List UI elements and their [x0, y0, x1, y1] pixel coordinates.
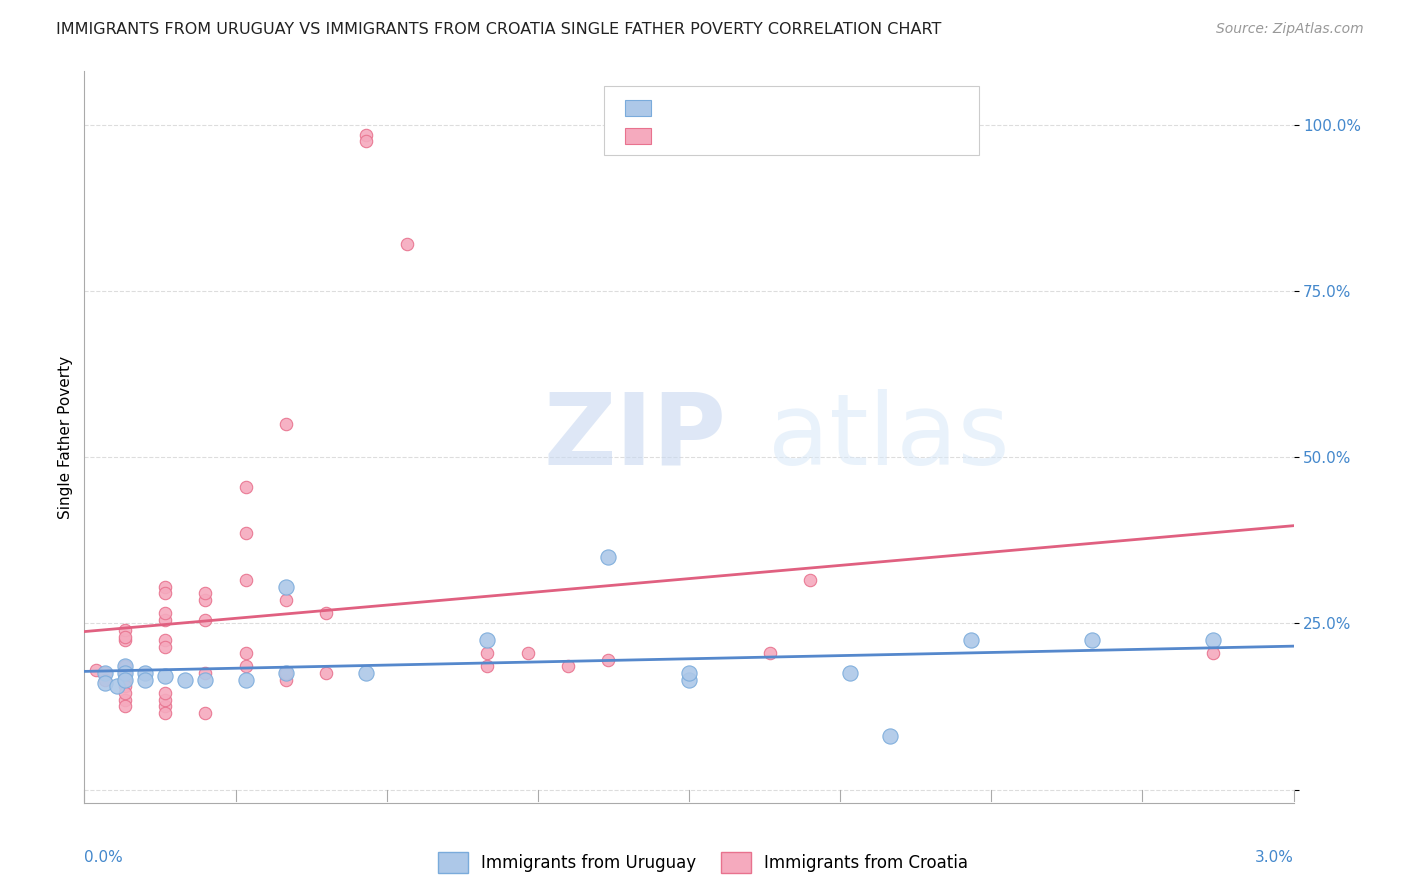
Point — [153, 640, 176, 654]
Point — [153, 692, 176, 706]
Point — [477, 632, 499, 647]
Point — [114, 666, 136, 681]
Text: N =: N = — [780, 127, 832, 145]
Point — [274, 417, 297, 431]
Text: 48: 48 — [848, 127, 873, 145]
Point — [114, 673, 136, 687]
Text: 3.0%: 3.0% — [1254, 850, 1294, 865]
Text: IMMIGRANTS FROM URUGUAY VS IMMIGRANTS FROM CROATIA SINGLE FATHER POVERTY CORRELA: IMMIGRANTS FROM URUGUAY VS IMMIGRANTS FR… — [56, 22, 942, 37]
Point — [799, 573, 821, 587]
Point — [153, 613, 176, 627]
Point — [114, 686, 136, 700]
Point — [194, 593, 217, 607]
Point — [1202, 632, 1225, 647]
Point — [356, 666, 378, 681]
Point — [395, 237, 418, 252]
Point — [235, 526, 257, 541]
Point — [114, 666, 136, 681]
Point — [194, 586, 217, 600]
Point — [153, 699, 176, 714]
Point — [235, 659, 257, 673]
Point — [235, 646, 257, 660]
Point — [134, 666, 156, 681]
Point — [274, 673, 297, 687]
Point — [274, 593, 297, 607]
Point — [114, 680, 136, 694]
Point — [194, 666, 217, 681]
Point — [93, 666, 115, 681]
Point — [274, 580, 297, 594]
Point — [86, 663, 108, 677]
Text: 0.264: 0.264 — [717, 127, 773, 145]
Point — [93, 676, 115, 690]
Point — [105, 680, 128, 694]
FancyBboxPatch shape — [605, 86, 979, 155]
Point — [678, 666, 700, 681]
Point — [1202, 646, 1225, 660]
Text: 12: 12 — [848, 99, 872, 117]
Point — [477, 646, 499, 660]
Text: N =: N = — [780, 99, 832, 117]
FancyBboxPatch shape — [624, 100, 651, 116]
Legend: Immigrants from Uruguay, Immigrants from Croatia: Immigrants from Uruguay, Immigrants from… — [430, 846, 976, 880]
Point — [960, 632, 983, 647]
Text: R =: R = — [666, 127, 704, 145]
Point — [598, 549, 620, 564]
Point — [356, 128, 378, 142]
Point — [516, 646, 538, 660]
Point — [194, 613, 217, 627]
Point — [153, 580, 176, 594]
Point — [153, 686, 176, 700]
Point — [235, 573, 257, 587]
Point — [114, 659, 136, 673]
Point — [114, 673, 136, 687]
Point — [114, 692, 136, 706]
Point — [114, 699, 136, 714]
Text: 0.0%: 0.0% — [84, 850, 124, 865]
Point — [153, 586, 176, 600]
Point — [114, 630, 136, 644]
Point — [174, 673, 197, 687]
Point — [557, 659, 579, 673]
Point — [598, 653, 620, 667]
Point — [114, 623, 136, 637]
Point — [194, 673, 217, 687]
Y-axis label: Single Father Poverty: Single Father Poverty — [58, 356, 73, 518]
Text: Source: ZipAtlas.com: Source: ZipAtlas.com — [1216, 22, 1364, 37]
Point — [879, 729, 901, 743]
Point — [839, 666, 862, 681]
Point — [315, 607, 337, 621]
Point — [1081, 632, 1104, 647]
Text: R =: R = — [666, 99, 704, 117]
Text: 0.321: 0.321 — [717, 99, 773, 117]
Point — [93, 673, 115, 687]
Point — [477, 659, 499, 673]
Point — [274, 666, 297, 681]
Point — [114, 632, 136, 647]
Point — [235, 673, 257, 687]
Point — [274, 666, 297, 681]
Point — [93, 666, 115, 681]
Text: ZIP: ZIP — [544, 389, 727, 485]
Point — [235, 480, 257, 494]
Point — [114, 659, 136, 673]
Point — [356, 134, 378, 148]
Point — [758, 646, 780, 660]
Point — [678, 673, 700, 687]
Point — [153, 669, 176, 683]
Point — [194, 706, 217, 720]
Point — [153, 632, 176, 647]
Point — [315, 666, 337, 681]
Text: atlas: atlas — [768, 389, 1010, 485]
Point — [153, 706, 176, 720]
FancyBboxPatch shape — [624, 128, 651, 144]
Point — [134, 673, 156, 687]
Point — [153, 607, 176, 621]
